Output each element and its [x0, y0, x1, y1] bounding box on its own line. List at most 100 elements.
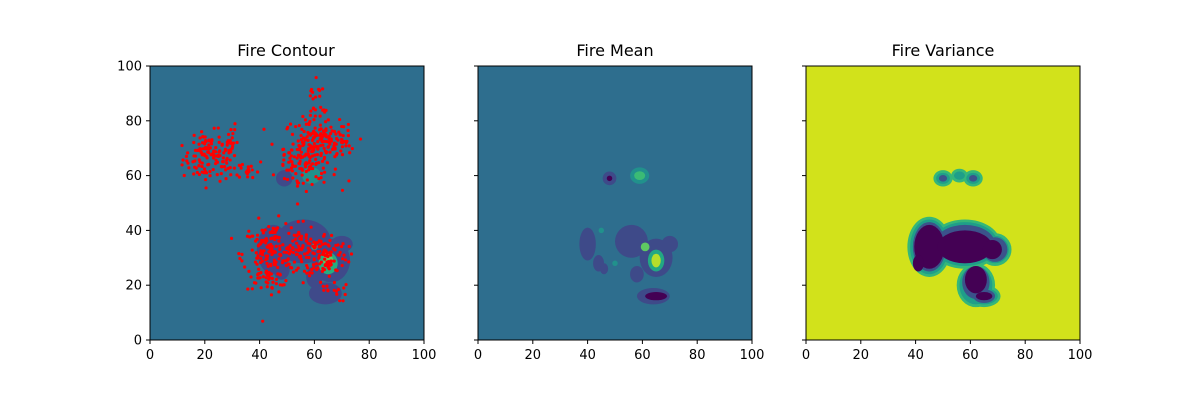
fire-point	[307, 249, 311, 254]
fire-point	[321, 284, 325, 288]
fire-point	[263, 228, 267, 232]
fire-point	[306, 246, 310, 250]
fire-point	[311, 97, 315, 101]
plot-area	[806, 66, 1080, 340]
fire-point	[323, 242, 327, 246]
fire-point	[270, 244, 274, 249]
fire-point	[325, 284, 329, 288]
fire-point	[309, 144, 313, 148]
fire-point	[300, 127, 304, 131]
fire-point	[219, 172, 223, 176]
x-tick-label: 20	[853, 348, 870, 363]
fire-point	[341, 134, 345, 138]
fire-point	[200, 164, 204, 169]
fire-point	[281, 147, 285, 152]
fire-point	[250, 248, 254, 252]
fire-point	[200, 153, 204, 157]
fire-point	[321, 266, 325, 271]
fire-point	[216, 153, 220, 157]
fire-point	[286, 125, 290, 129]
fire-point	[277, 214, 281, 218]
fire-point	[319, 260, 323, 264]
fire-point	[264, 276, 268, 280]
fire-point	[223, 149, 227, 153]
fire-point	[261, 275, 265, 279]
fire-point	[217, 135, 221, 139]
fire-point	[306, 130, 310, 135]
fire-point	[307, 122, 311, 127]
fire-point	[322, 146, 326, 150]
fire-point	[212, 153, 216, 157]
fire-point	[321, 87, 325, 91]
fire-point	[249, 275, 253, 279]
fire-point	[187, 166, 191, 170]
fire-point	[274, 282, 278, 286]
fire-point	[308, 120, 312, 124]
fire-point	[320, 252, 325, 256]
fire-point	[319, 171, 324, 176]
fire-point	[209, 140, 213, 144]
fire-point	[325, 139, 329, 144]
fire-point	[336, 138, 340, 142]
contour-region	[964, 266, 987, 294]
fire-point	[268, 272, 272, 276]
fire-point	[328, 238, 332, 243]
fire-point	[240, 252, 244, 256]
fire-point	[265, 285, 269, 289]
panel-title: Fire Contour	[237, 41, 335, 60]
fire-point	[265, 257, 269, 261]
fire-point	[303, 118, 308, 122]
fire-point	[265, 238, 269, 243]
fire-point	[330, 147, 335, 151]
fire-point	[334, 142, 338, 146]
fire-point	[218, 179, 222, 183]
fire-point	[329, 139, 333, 143]
fire-point	[261, 231, 266, 235]
fire-point	[283, 259, 288, 263]
fire-point	[197, 172, 201, 177]
fire-point	[247, 229, 251, 233]
fire-point	[267, 277, 271, 282]
fire-point	[314, 162, 318, 167]
x-tick-label: 80	[361, 348, 378, 363]
fire-point	[345, 139, 349, 143]
y-tick-label: 80	[125, 114, 142, 129]
fire-point	[274, 277, 279, 282]
fire-point	[333, 155, 337, 159]
fire-point	[312, 129, 316, 133]
fire-point	[309, 109, 313, 113]
fire-point	[274, 244, 278, 248]
fire-point	[282, 250, 286, 254]
fire-point	[233, 128, 237, 132]
fire-point	[296, 139, 300, 143]
fire-point	[310, 162, 314, 166]
fire-point	[308, 242, 312, 246]
fire-point	[295, 179, 299, 183]
fire-point	[229, 173, 233, 177]
fire-point	[209, 153, 213, 157]
fire-point	[339, 149, 343, 153]
fire-point	[292, 164, 296, 169]
fire-point	[329, 233, 334, 237]
panel-title: Fire Variance	[892, 41, 995, 60]
fire-point	[334, 289, 338, 293]
fire-point	[322, 180, 326, 184]
fire-point	[290, 132, 295, 136]
fire-point	[297, 230, 301, 234]
fire-point	[295, 156, 299, 160]
fire-point	[323, 248, 327, 252]
fire-point	[325, 260, 329, 264]
fire-point	[294, 172, 298, 176]
fire-point	[301, 244, 305, 248]
fire-point	[309, 237, 313, 241]
fire-point	[304, 233, 309, 237]
fire-point	[319, 135, 323, 139]
plot-background	[478, 66, 752, 340]
fire-point	[297, 246, 301, 250]
fire-point	[307, 168, 311, 172]
fire-point	[300, 260, 304, 264]
fire-point	[291, 270, 296, 274]
fire-point	[181, 158, 185, 162]
contour-region	[640, 242, 650, 252]
fire-point	[291, 246, 295, 250]
